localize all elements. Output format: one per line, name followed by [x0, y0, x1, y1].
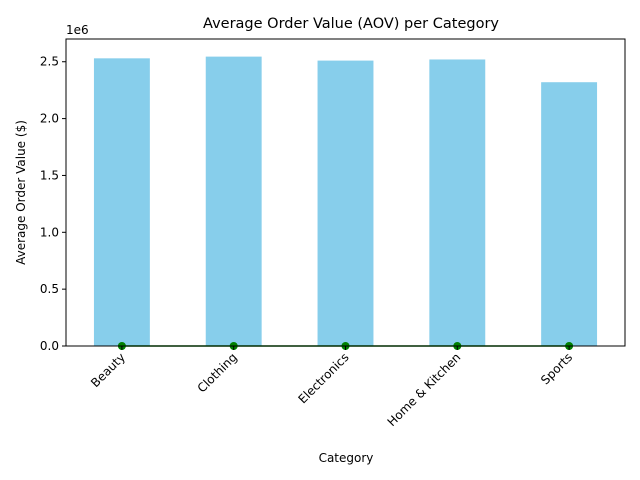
- y-tick-label: 0.5: [40, 282, 59, 296]
- y-tick-label: 2.5: [40, 55, 59, 69]
- bar-electronics: [317, 60, 374, 346]
- x-tick-label: Sports: [538, 350, 575, 387]
- x-axis-label: Category: [319, 451, 374, 465]
- y-offset-label: 1e6: [66, 23, 89, 37]
- x-axis: Beauty Clothing Electronics Home & Kitchen S…: [88, 346, 575, 429]
- plot-frame: [65, 38, 626, 347]
- y-tick-label: 1.0: [40, 225, 59, 239]
- x-tick-label: Beauty: [88, 350, 128, 390]
- y-tick-label: 2.0: [40, 112, 59, 126]
- y-tick-label: 1.5: [40, 168, 59, 182]
- bar-sports: [541, 82, 598, 347]
- chart-title: Average Order Value (AOV) per Category: [203, 16, 499, 32]
- y-tick-label: 0.0: [40, 339, 59, 353]
- bar-beauty: [93, 58, 150, 346]
- bar-clothing: [205, 56, 262, 347]
- bar-group: [93, 56, 598, 347]
- y-axis: 0.0 0.5 1.0 1.5 2.0 2.5: [40, 55, 66, 353]
- x-tick-label: Electronics: [295, 350, 351, 406]
- x-tick-label: Home & Kitchen: [385, 350, 464, 429]
- bar-home-kitchen: [429, 59, 486, 346]
- x-tick-label: Clothing: [195, 350, 240, 395]
- y-axis-label: Average Order Value ($): [14, 120, 28, 265]
